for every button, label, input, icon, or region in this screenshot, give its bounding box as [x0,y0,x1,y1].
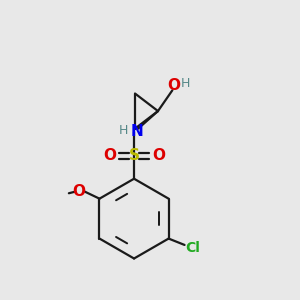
Text: H: H [119,124,128,137]
Text: O: O [73,184,85,199]
Text: N: N [130,124,143,139]
Text: Cl: Cl [185,242,200,256]
Text: S: S [128,148,140,163]
Text: O: O [167,78,180,93]
Text: O: O [152,148,165,163]
Text: H: H [180,77,190,90]
Text: O: O [103,148,116,163]
